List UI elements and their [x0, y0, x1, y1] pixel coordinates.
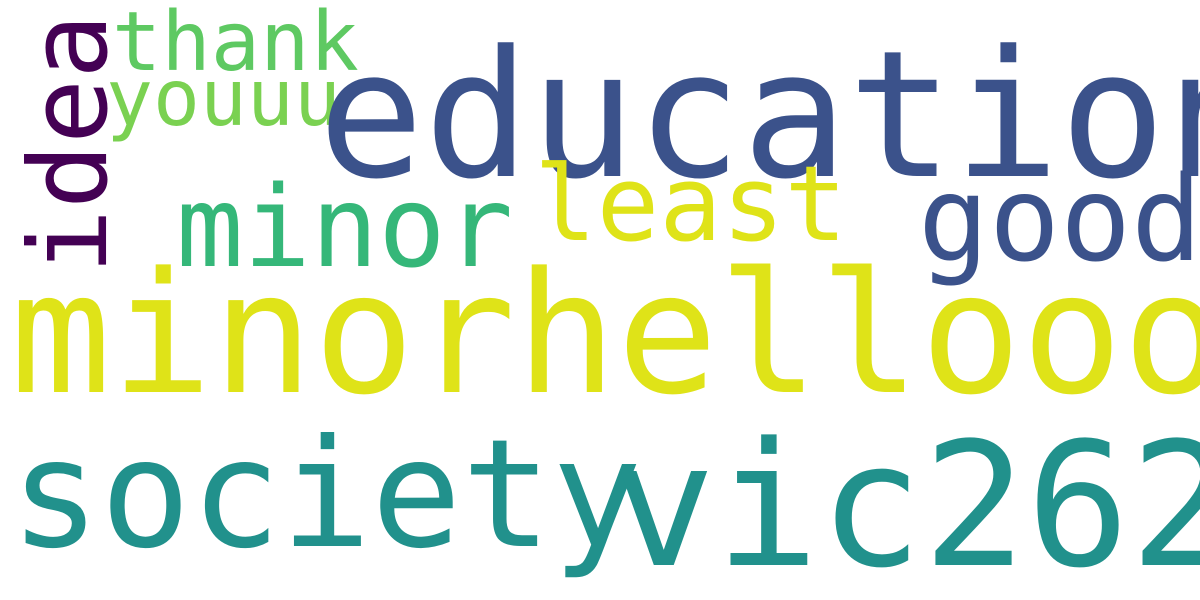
word-society: society	[10, 408, 643, 582]
word-least: least	[534, 143, 848, 265]
word-idea: idea	[7, 13, 132, 274]
word-education: education	[318, 13, 1200, 218]
word-minorhellooo: minorhellooo	[10, 236, 1200, 432]
word-thank: thank	[112, 0, 359, 90]
word-youuu: youuu	[106, 54, 341, 144]
word-minor: minor	[176, 163, 514, 293]
word-vic262: vic262	[612, 405, 1200, 600]
word-good: good	[918, 150, 1200, 288]
